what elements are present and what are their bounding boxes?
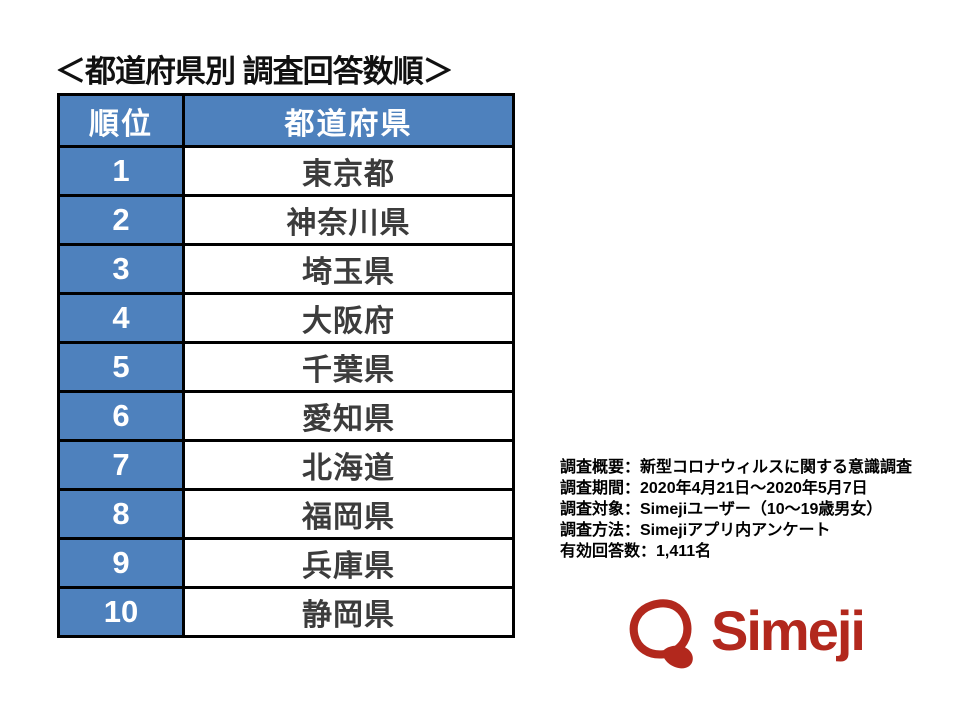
- table-row: 6 愛知県: [57, 390, 515, 442]
- rank-cell: 7: [57, 439, 185, 491]
- prefecture-cell: 神奈川県: [182, 194, 515, 246]
- rank-cell: 5: [57, 341, 185, 393]
- rank-cell: 6: [57, 390, 185, 442]
- ranking-table: 順位 都道府県 1 東京都 2 神奈川県 3 埼玉県 4: [57, 93, 515, 638]
- page-title: ＜都道府県別 調査回答数順＞: [55, 54, 454, 89]
- header-cell-prefecture: 都道府県: [182, 93, 515, 148]
- table-row: 1 東京都: [57, 145, 515, 197]
- rank-cell: 9: [57, 537, 185, 589]
- table-row: 5 千葉県: [57, 341, 515, 393]
- rank-cell: 1: [57, 145, 185, 197]
- survey-info-line: 有効回答数：1,411名: [560, 543, 712, 560]
- speech-bubble-icon: [629, 599, 693, 669]
- table-row: 10 静岡県: [57, 586, 515, 638]
- table-row: 9 兵庫県: [57, 537, 515, 589]
- prefecture-cell: 愛知県: [182, 390, 515, 442]
- prefecture-cell: 兵庫県: [182, 537, 515, 589]
- prefecture-cell: 北海道: [182, 439, 515, 491]
- rank-cell: 8: [57, 488, 185, 540]
- table-row: 2 神奈川県: [57, 194, 515, 246]
- simeji-logo: Simeji: [627, 598, 866, 678]
- prefecture-cell: 千葉県: [182, 341, 515, 393]
- simeji-logo-text: Simeji: [711, 599, 866, 662]
- header-cell-rank: 順位: [57, 93, 185, 148]
- prefecture-cell: 福岡県: [182, 488, 515, 540]
- survey-info-line: 調査対象：Simejiユーザー（10～19歳男女）: [560, 501, 883, 518]
- survey-info-line: 調査期間：2020年4月21日～2020年5月7日: [560, 480, 868, 497]
- survey-info-line: 調査方法：Simejiアプリ内アンケート: [560, 522, 831, 539]
- table-row: 8 福岡県: [57, 488, 515, 540]
- table-row: 4 大阪府: [57, 292, 515, 344]
- survey-info: 調査概要：新型コロナウィルスに関する意識調査 調査期間：2020年4月21日～2…: [560, 457, 960, 562]
- table-header-row: 順位 都道府県: [57, 93, 515, 148]
- prefecture-cell: 埼玉県: [182, 243, 515, 295]
- rank-cell: 10: [57, 586, 185, 638]
- prefecture-cell: 東京都: [182, 145, 515, 197]
- rank-cell: 4: [57, 292, 185, 344]
- survey-info-line: 調査概要：新型コロナウィルスに関する意識調査: [560, 459, 913, 476]
- rank-cell: 2: [57, 194, 185, 246]
- table-row: 3 埼玉県: [57, 243, 515, 295]
- prefecture-cell: 大阪府: [182, 292, 515, 344]
- rank-cell: 3: [57, 243, 185, 295]
- ranking-table-container: 順位 都道府県 1 東京都 2 神奈川県 3 埼玉県 4: [57, 93, 515, 638]
- prefecture-cell: 静岡県: [182, 586, 515, 638]
- table-row: 7 北海道: [57, 439, 515, 491]
